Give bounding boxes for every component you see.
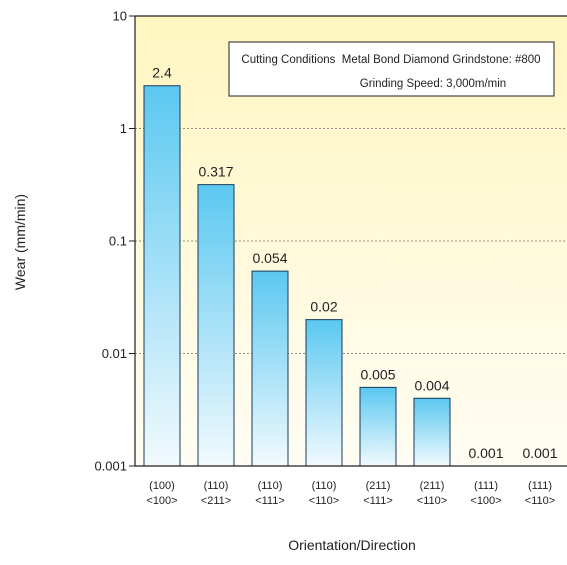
bars: [143, 85, 451, 467]
y-axis-ticks: 10 1 0.1 0.01 0.001: [94, 9, 135, 474]
category-direction-label: <110>: [309, 495, 339, 507]
bar: [413, 397, 451, 467]
annotation-line-2: Grinding Speed: 3,000m/min: [360, 78, 506, 90]
bar: [143, 85, 181, 467]
bar: [359, 386, 397, 467]
category-direction-label: <110>: [417, 495, 447, 507]
category-direction-label: <100>: [470, 495, 501, 507]
annotation-line-1: Cutting Conditions Metal Bond Diamond Gr…: [241, 54, 540, 66]
annotation-frame: [228, 41, 555, 97]
category-orientation-label: (211): [366, 480, 391, 492]
category-orientation-label: (100): [149, 480, 175, 492]
data-label: 0.001: [468, 445, 503, 461]
data-label: 0.054: [252, 250, 287, 266]
y-tick-label: 0.1: [109, 234, 127, 249]
data-labels: 2.4 0.317 0.054 0.02 0.005 0.004 0.001 0.001: [152, 65, 557, 461]
category-orientation-label: (110): [312, 480, 337, 492]
category-direction-label: <110>: [525, 495, 555, 507]
category-direction-label: <211>: [201, 495, 231, 507]
data-label: 2.4: [152, 65, 172, 81]
bar: [251, 270, 289, 467]
x-axis-categories: (100) <100> (110) <211> (110) <111> (110) <110>…: [146, 480, 555, 507]
y-axis-title: Wear (mm/min): [12, 194, 28, 290]
data-label: 0.317: [198, 164, 233, 180]
category-direction-label: <111>: [255, 495, 285, 507]
y-tick-label: 0.01: [102, 346, 127, 361]
category-orientation-label: (211): [420, 480, 445, 492]
annotation-box: Cutting Conditions Metal Bond Diamond Gr…: [228, 41, 555, 97]
category-direction-label: <100>: [146, 495, 177, 507]
category-orientation-label: (110): [204, 480, 229, 492]
y-tick-label: 0.001: [94, 459, 127, 474]
x-axis-title: Orientation/Direction: [288, 537, 416, 553]
category-orientation-label: (110): [258, 480, 283, 492]
category-orientation-label: (111): [474, 480, 498, 492]
data-label: 0.004: [414, 377, 449, 393]
data-label: 0.02: [310, 299, 337, 315]
data-label: 0.005: [360, 366, 395, 382]
y-tick-label: 10: [113, 9, 127, 24]
bar: [197, 184, 235, 467]
data-label: 0.001: [522, 445, 557, 461]
bar: [305, 319, 343, 467]
y-tick-label: 1: [120, 121, 127, 136]
category-direction-label: <111>: [363, 495, 393, 507]
category-orientation-label: (111): [528, 480, 552, 492]
